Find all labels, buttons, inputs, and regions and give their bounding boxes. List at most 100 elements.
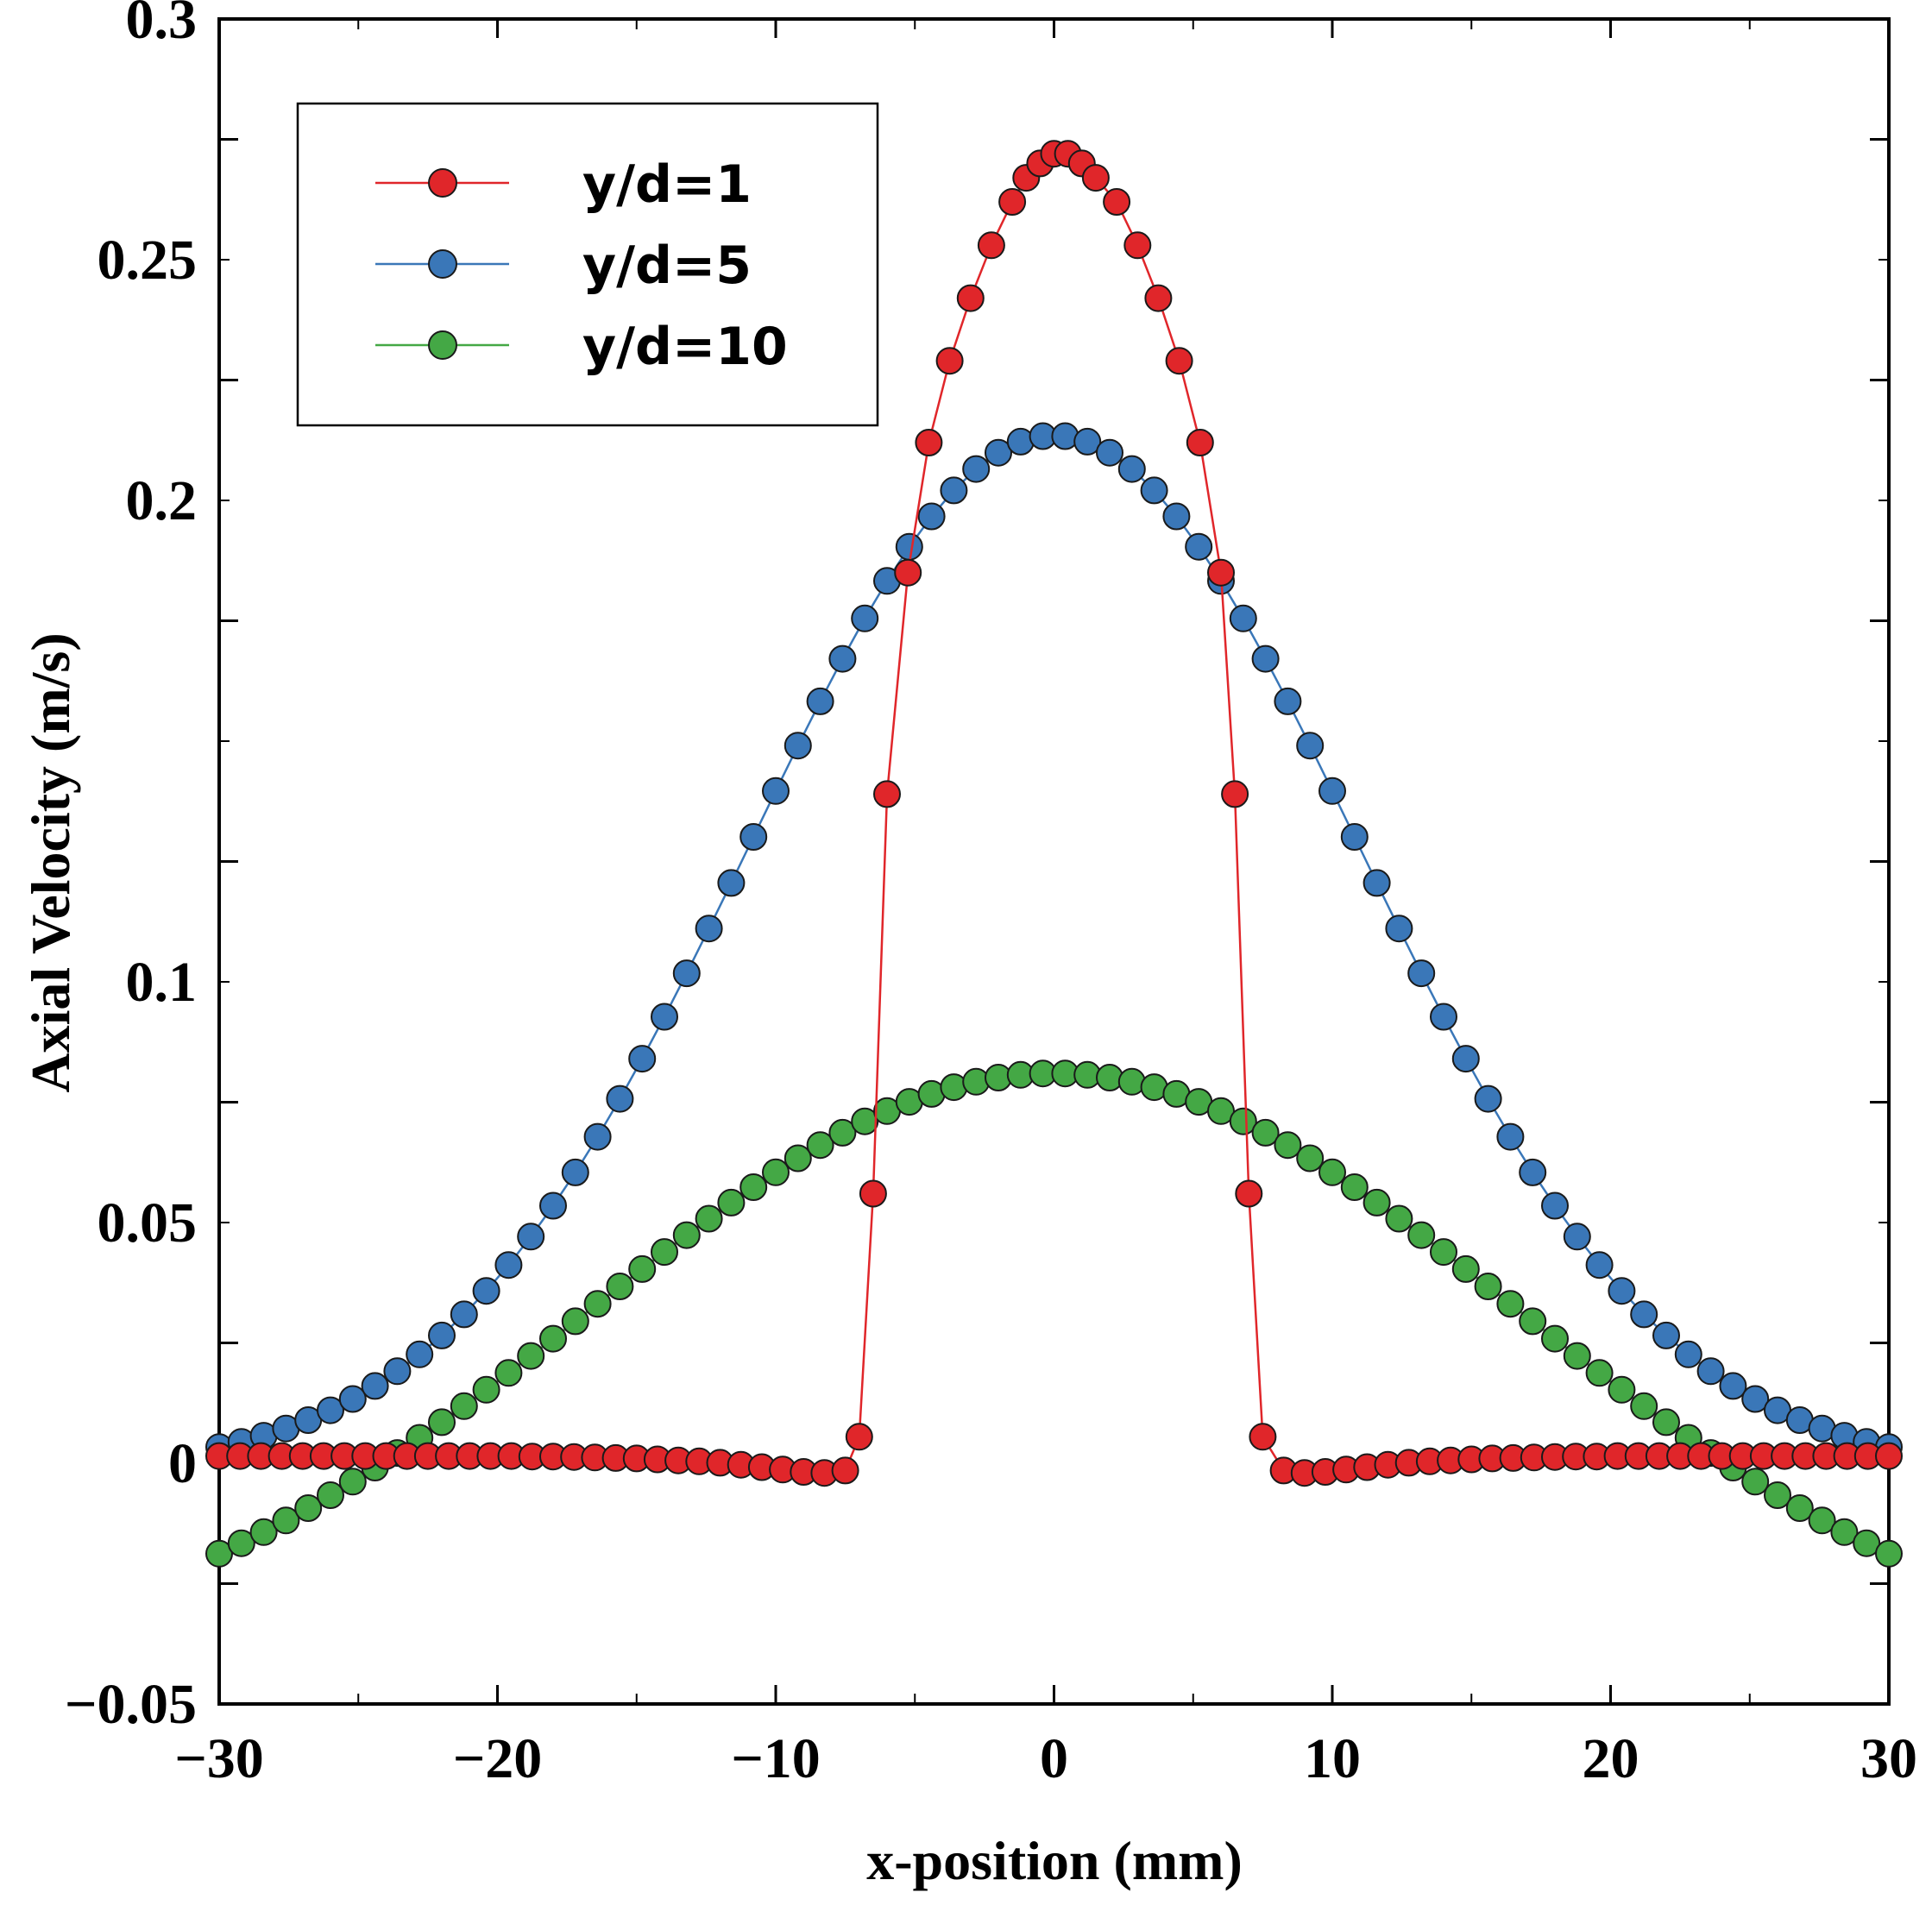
- series-2-point: [1608, 1277, 1636, 1305]
- x-tick-label: 0: [1040, 1727, 1068, 1790]
- series-3-point: [1808, 1506, 1836, 1535]
- series-3-point: [762, 1158, 790, 1186]
- series-3-point: [338, 1468, 367, 1496]
- series-1-point: [935, 347, 964, 375]
- series-2-point: [606, 1085, 634, 1113]
- series-1-point: [977, 231, 1005, 260]
- series-2-point: [1674, 1340, 1702, 1368]
- series-2-point: [338, 1385, 367, 1413]
- series-1-point: [1186, 429, 1214, 456]
- series-2-point: [739, 823, 768, 851]
- series-2-point: [1362, 869, 1391, 897]
- series-2-point: [672, 959, 701, 988]
- series-3-point: [1385, 1204, 1413, 1233]
- series-3-point: [1296, 1144, 1325, 1173]
- series-3-point: [1741, 1468, 1770, 1496]
- legend-entry-3: y/d=10: [375, 317, 788, 377]
- series-1-point: [1165, 347, 1193, 375]
- series-3-point: [1318, 1158, 1346, 1186]
- series-2-point: [1140, 476, 1168, 505]
- legend-entry-2: y/d=5: [375, 236, 752, 296]
- x-tick-labels: −30 −20 −10 0 10 20 30: [174, 1727, 1917, 1790]
- legend: y/d=1 y/d=5 y/d=10: [296, 102, 879, 427]
- legend-marker-1: [428, 168, 457, 198]
- series-3-point: [539, 1324, 567, 1353]
- series-1-point: [915, 429, 943, 456]
- series-1-point: [859, 1179, 887, 1208]
- series-3-point: [294, 1494, 323, 1522]
- series-3-point: [1229, 1107, 1257, 1135]
- series-2-point: [1741, 1385, 1770, 1413]
- series-3-point: [1362, 1188, 1391, 1217]
- series-2-point: [1474, 1085, 1502, 1113]
- series-2-point: [383, 1357, 412, 1386]
- series-1-point: [1221, 780, 1249, 808]
- series-2-point: [1251, 644, 1280, 673]
- series-2-point: [651, 1003, 678, 1031]
- series-2-point: [317, 1396, 344, 1424]
- x-tick-label: −30: [174, 1727, 264, 1790]
- series-2-point: [561, 1158, 589, 1186]
- series-3-point: [1585, 1359, 1614, 1387]
- series-2-point: [1696, 1357, 1725, 1386]
- series-3-point: [1496, 1290, 1525, 1318]
- series-1-point: [1875, 1442, 1903, 1470]
- series-3-point: [606, 1273, 634, 1300]
- y-axis-title: Axial Velocity (m/s): [20, 632, 81, 1092]
- series-3-point: [1875, 1539, 1903, 1568]
- series-3: [205, 1059, 1903, 1568]
- series-2-point: [1073, 427, 1102, 456]
- series-3-point: [739, 1173, 768, 1201]
- series-1: [205, 140, 1903, 1487]
- legend-label-1: y/d=1: [582, 154, 752, 215]
- series-3-point: [962, 1067, 991, 1096]
- series-2-point: [1229, 604, 1257, 632]
- series-2-point: [428, 1321, 456, 1349]
- series-1-point: [1103, 188, 1131, 216]
- series-1-point: [956, 284, 985, 312]
- series-2-point: [1296, 732, 1325, 760]
- series-2-point: [494, 1251, 523, 1279]
- series-1-point: [998, 188, 1027, 216]
- x-axis-title: x-position (mm): [866, 1830, 1243, 1891]
- series-layer: [205, 140, 1903, 1568]
- series-2-point: [806, 687, 834, 715]
- series-2-point: [1340, 823, 1369, 851]
- series-3-point: [317, 1481, 344, 1509]
- series-3-point: [1785, 1494, 1814, 1522]
- series-2-point: [1407, 959, 1436, 988]
- x-tick-label: 30: [1860, 1727, 1917, 1790]
- series-2-point: [1117, 455, 1146, 483]
- series-2-point: [1185, 532, 1213, 561]
- series-2-point: [472, 1277, 500, 1305]
- series-1-point: [1123, 231, 1152, 260]
- series-3-point: [1430, 1238, 1457, 1267]
- y-tick-label: 0.05: [98, 1191, 198, 1254]
- y-tick-label: −0.05: [65, 1673, 197, 1736]
- y-tick-labels: −0.05 0 0.05 0.1 0.2 0.25 0.3: [65, 0, 197, 1736]
- series-3-point: [205, 1539, 233, 1568]
- x-tick-label: −20: [453, 1727, 543, 1790]
- series-3-point: [1764, 1481, 1791, 1509]
- series-3-point: [672, 1221, 701, 1249]
- x-tick-label: 20: [1583, 1727, 1639, 1790]
- series-2-point: [1430, 1003, 1457, 1031]
- series-2-point: [517, 1223, 545, 1251]
- y-tick-label: 0.3: [126, 0, 198, 51]
- series-3-point: [472, 1375, 500, 1404]
- series-3-point: [1207, 1097, 1235, 1125]
- series-3-point: [272, 1506, 300, 1535]
- series-3-point: [494, 1359, 523, 1387]
- series-3-point: [1407, 1221, 1436, 1249]
- series-3-point: [651, 1238, 678, 1267]
- x-tick-label: 10: [1304, 1727, 1361, 1790]
- y-tick-label: 0: [168, 1432, 197, 1495]
- series-2-point: [1719, 1372, 1747, 1400]
- series-2-point: [1162, 502, 1191, 531]
- series-3-point: [1451, 1254, 1480, 1283]
- series-2-point: [851, 604, 879, 632]
- series-1-point: [1235, 1179, 1263, 1208]
- series-1-point: [1207, 558, 1235, 587]
- series-3-point: [1251, 1118, 1280, 1147]
- series-3-point: [1096, 1064, 1123, 1091]
